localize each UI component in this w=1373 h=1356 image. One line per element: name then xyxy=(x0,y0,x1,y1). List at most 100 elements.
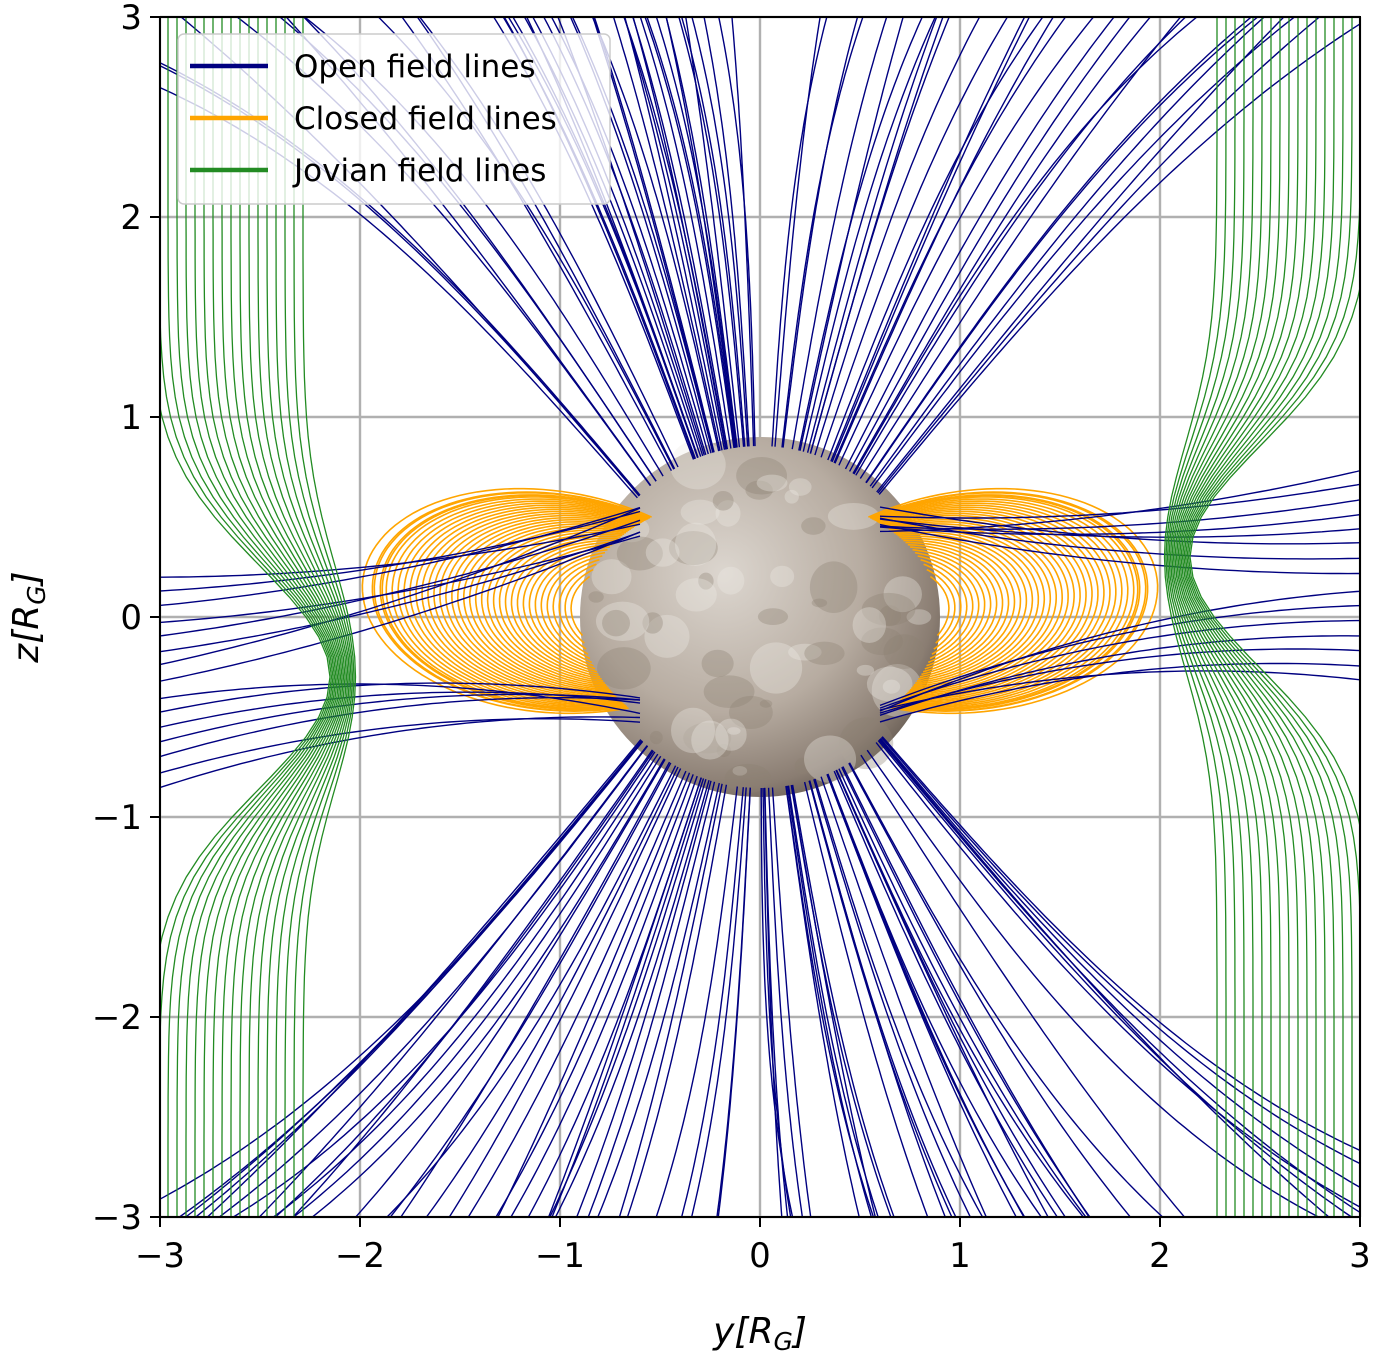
jovian-field-line xyxy=(1169,17,1254,1217)
open-field-line xyxy=(820,776,988,1217)
open-field-line xyxy=(632,17,729,450)
open-field-line xyxy=(160,716,641,789)
open-field-line xyxy=(292,749,653,1217)
closed-field-line xyxy=(929,575,950,637)
closed-field-line xyxy=(917,555,974,660)
open-field-line xyxy=(781,17,864,448)
closed-field-line xyxy=(873,498,1129,708)
closed-field-line xyxy=(516,541,615,676)
open-field-line xyxy=(655,17,738,448)
moon-patch xyxy=(770,565,795,588)
open-field-line xyxy=(820,17,1009,458)
open-field-line xyxy=(160,506,641,607)
open-field-line xyxy=(831,17,1031,463)
moon-patch xyxy=(882,679,901,694)
open-field-line xyxy=(791,784,895,1217)
open-field-line xyxy=(691,17,749,447)
open-field-line xyxy=(785,785,875,1217)
x-tick-label: 3 xyxy=(1349,1236,1371,1276)
jovian-field-line xyxy=(230,17,345,1217)
jovian-field-line xyxy=(1174,17,1281,1217)
open-field-line xyxy=(869,17,1266,487)
jovian-field-line xyxy=(212,17,342,1217)
open-field-line xyxy=(717,787,751,1217)
closed-field-line xyxy=(468,525,630,691)
open-field-line xyxy=(218,745,649,1217)
jovian-field-line xyxy=(302,17,357,1217)
open-field-line xyxy=(160,697,641,758)
open-field-line xyxy=(678,17,745,447)
open-field-line xyxy=(632,17,727,450)
open-field-line xyxy=(467,770,687,1217)
jovian-field-line xyxy=(248,17,348,1217)
open-field-line xyxy=(400,761,671,1217)
moon-patch xyxy=(675,578,717,612)
moon-patch xyxy=(597,647,651,690)
open-field-line xyxy=(865,17,1253,483)
moon-patch xyxy=(757,608,789,626)
moon-patch xyxy=(670,707,716,754)
open-field-line xyxy=(814,778,984,1217)
moon-patch xyxy=(703,675,755,708)
moon-patch xyxy=(616,536,663,571)
moon-patch xyxy=(728,695,773,729)
open-field-line xyxy=(527,777,702,1217)
moon-patch xyxy=(906,609,932,625)
open-field-line xyxy=(881,736,1360,1152)
moon-patch xyxy=(715,500,741,527)
open-field-line xyxy=(626,784,728,1217)
closed-field-line xyxy=(868,487,1159,715)
moon-patch xyxy=(716,744,732,758)
x-tick-label: −1 xyxy=(535,1236,585,1276)
open-field-line xyxy=(879,635,1360,716)
jovian-field-line xyxy=(1184,17,1344,1217)
closed-field-line xyxy=(872,496,1135,709)
open-field-line xyxy=(760,788,794,1217)
open-field-line xyxy=(855,17,1187,476)
closed-field-line xyxy=(887,520,1064,694)
moon-patch xyxy=(724,763,772,793)
open-field-line xyxy=(877,17,1321,494)
moon-patch xyxy=(878,605,902,627)
open-field-line xyxy=(799,17,904,451)
open-field-line xyxy=(879,604,1360,707)
closed-field-line xyxy=(415,506,643,703)
moon-patch xyxy=(668,530,718,566)
moon-patch xyxy=(839,717,894,770)
closed-field-line xyxy=(480,529,627,688)
open-field-line xyxy=(838,768,1087,1217)
closed-field-line xyxy=(903,539,1010,678)
jovian-field-line xyxy=(160,404,331,950)
closed-field-line xyxy=(570,575,591,637)
moon-patch xyxy=(680,499,720,525)
legend-label: Jovian field lines xyxy=(292,153,546,189)
open-field-line xyxy=(879,670,1360,711)
closed-field-line xyxy=(492,533,623,684)
closed-field-line xyxy=(439,514,637,698)
closed-field-line xyxy=(869,491,1149,713)
open-field-line xyxy=(833,17,1067,464)
open-field-line xyxy=(848,17,1131,472)
open-field-line xyxy=(551,778,705,1217)
open-field-line xyxy=(160,519,641,637)
x-tick-label: 1 xyxy=(949,1236,971,1276)
open-field-line xyxy=(771,787,812,1217)
moon-patch xyxy=(649,730,663,745)
moon-patch xyxy=(883,576,922,613)
moon-patch xyxy=(712,491,734,511)
moon-patch xyxy=(784,489,799,504)
open-field-line xyxy=(495,774,694,1217)
closed-field-line xyxy=(879,508,1099,702)
closed-field-line xyxy=(901,537,1016,680)
open-field-line xyxy=(160,507,641,666)
closed-field-line xyxy=(371,491,651,713)
open-field-line xyxy=(425,766,679,1217)
open-field-line xyxy=(690,787,747,1217)
moon-patch xyxy=(861,627,904,656)
legend-label: Open field lines xyxy=(294,49,536,85)
open-field-line xyxy=(878,23,1360,495)
open-field-line xyxy=(576,780,712,1217)
moon-patch xyxy=(788,478,812,496)
closed-field-line xyxy=(875,502,1117,706)
moon-patch xyxy=(866,666,913,702)
